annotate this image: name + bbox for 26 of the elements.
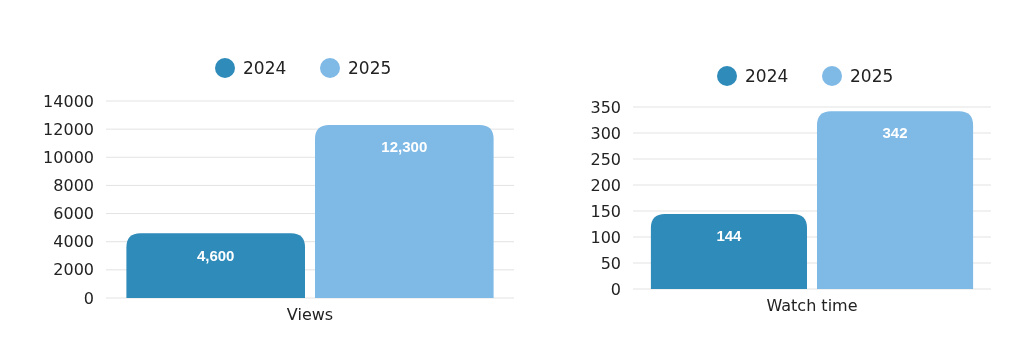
y-tick-label: 250: [590, 149, 621, 169]
y-tick-label: 300: [590, 123, 621, 143]
legend-label: 2024: [745, 65, 789, 86]
data-label: 4,600: [196, 246, 235, 264]
y-tick-label: 350: [590, 97, 621, 117]
data-label: 342: [882, 124, 908, 142]
y-tick-label: 100: [590, 227, 621, 247]
data-label: 12,300: [381, 138, 428, 156]
legend-label: 2025: [850, 65, 894, 86]
y-tick-label: 12000: [43, 119, 94, 139]
x-tick-label: Views: [286, 305, 334, 324]
y-tick-label: 14000: [43, 91, 94, 111]
y-tick-label: 150: [590, 201, 621, 221]
y-tick-label: 2000: [53, 260, 94, 280]
y-tick-label: 4000: [53, 232, 94, 252]
y-tick-label: 50: [600, 253, 621, 273]
y-tick-label: 8000: [53, 176, 94, 196]
y-tick-label: 0: [83, 288, 94, 308]
y-tick-label: 10000: [43, 147, 94, 167]
legend-label: 2025: [348, 57, 392, 78]
y-tick-label: 6000: [53, 204, 94, 224]
legend-label: 2024: [243, 57, 287, 78]
data-label: 144: [716, 227, 743, 245]
x-tick-label: Watch time: [766, 296, 858, 315]
y-tick-label: 200: [590, 175, 621, 195]
y-tick-label: 0: [610, 279, 621, 299]
